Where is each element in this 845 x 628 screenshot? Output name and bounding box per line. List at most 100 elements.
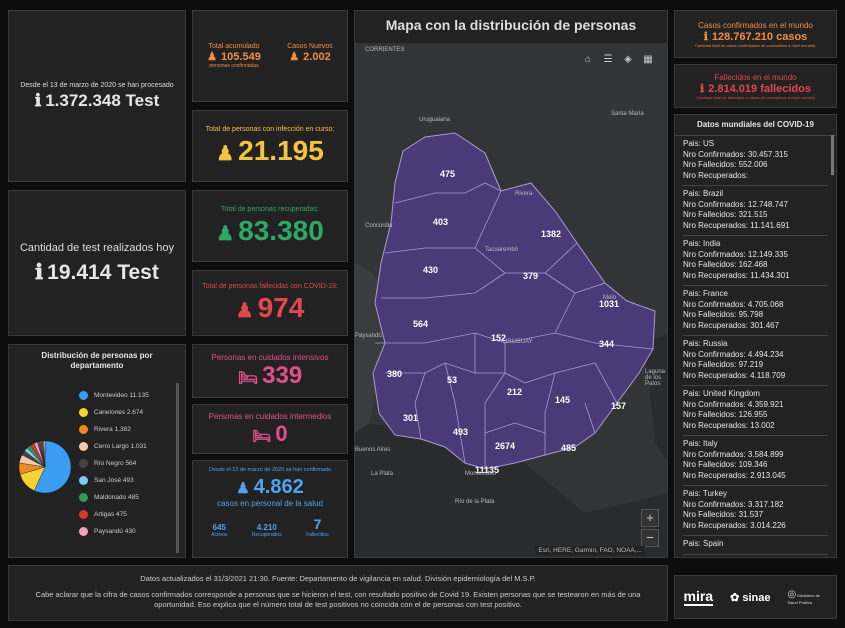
person-icon: ♟ — [216, 142, 235, 165]
legend-value: 475 — [116, 511, 127, 518]
acumulado-panel: Total acumulado ♟ 105.549 personas confir… — [192, 10, 348, 102]
footer-panel: Datos actualizados el 31/3/2021 21:30. F… — [8, 565, 668, 621]
intermedios-value: 0 — [275, 420, 288, 446]
recuperadas-value: 83.380 — [238, 214, 324, 246]
scrollbar[interactable] — [831, 135, 834, 175]
legend-item[interactable]: Artigas 475 — [79, 506, 149, 523]
world-list[interactable]: Pais: US Nro Confirmados: 30.457.315 Nro F… — [675, 136, 836, 555]
legend-item[interactable]: San José 493 — [79, 472, 149, 489]
map-dept-label[interactable]: 379 — [523, 271, 539, 281]
map-dept-label[interactable]: 1382 — [541, 229, 562, 239]
map-dept-label[interactable]: 11135 — [475, 465, 500, 475]
home-icon[interactable]: ⌂ — [584, 54, 592, 65]
country-entry[interactable]: Pais: India Nro Confirmados: 12.149.335 Nr… — [683, 236, 828, 286]
legend-name: Artigas — [94, 511, 115, 518]
dept-pie — [18, 440, 72, 494]
map-dept-label[interactable]: 344 — [599, 339, 615, 349]
zoom-in-button[interactable]: + — [641, 509, 659, 527]
legend-value: 11.135 — [129, 392, 149, 399]
map-dept-label[interactable]: 53 — [447, 375, 458, 385]
country-fall: Nro Fallecidos: 162.468 — [683, 260, 768, 269]
map-dept-label[interactable]: 403 — [433, 217, 449, 227]
country-entry[interactable]: Pais: United Kingdom Nro Confirmados: 4.3… — [683, 386, 828, 436]
map-place-label: Melo — [603, 295, 617, 301]
map-panel[interactable]: Mapa con la distribución de personas — [354, 10, 668, 558]
legend-item[interactable]: Paysandú 430 — [79, 523, 149, 540]
world-deaths-label: Fallecidos en el mundo — [714, 72, 797, 82]
dept-panel: Distribución de personas por departament… — [8, 344, 186, 558]
country-conf: Nro Confirmados: 30.457.315 — [683, 149, 788, 159]
legend-name: San José — [94, 477, 122, 484]
scrollbar[interactable] — [176, 383, 179, 553]
legend-item[interactable]: Maldonado 485 — [79, 489, 149, 506]
map-dept-label[interactable]: 493 — [453, 427, 469, 437]
country-entry[interactable]: Pais: Italy Nro Confirmados: 3.584.899 Nro… — [683, 436, 828, 486]
nuevos-value: 2.002 — [303, 51, 331, 63]
map-dept-label[interactable]: 301 — [403, 413, 419, 423]
zoom-out-button[interactable]: − — [641, 529, 659, 547]
info-icon: ℹ — [35, 260, 44, 284]
country-entry[interactable]: Pais: France Nro Confirmados: 4.705.068 Nr… — [683, 286, 828, 336]
tests-today-value: 19.414 Test — [47, 260, 159, 284]
map-dept-label[interactable]: 2674 — [495, 441, 516, 451]
map-dept-label[interactable]: 157 — [611, 401, 627, 411]
map-place-label: Rivera — [515, 191, 533, 197]
map-dept-label[interactable]: 212 — [507, 387, 523, 397]
legend-item[interactable]: Río Negro 564 — [79, 455, 149, 472]
salud-recuperados-label: Recuperados — [251, 532, 282, 538]
basemap-icon[interactable]: ▦ — [643, 54, 653, 65]
uruguay-map — [372, 132, 656, 470]
bed-icon: 🛏 — [252, 427, 272, 445]
pie-slice[interactable] — [43, 440, 46, 468]
legend-name: Canelones — [94, 409, 126, 416]
legend-item[interactable]: Cerro Largo 1.031 — [79, 438, 149, 455]
map-dept-label[interactable]: 564 — [413, 319, 429, 329]
map-dept-label[interactable]: 1031 — [599, 299, 620, 309]
person-icon: ♟ — [216, 222, 235, 245]
legend-swatch — [79, 527, 88, 536]
country-fall: Nro Fallecidos: 95.798 — [683, 310, 764, 319]
map-canvas[interactable]: 475 403 1382 430 379 1031 564 152 344 380 53 212 145… — [355, 43, 667, 557]
legend-item[interactable]: Rivera 1.382 — [79, 421, 149, 438]
country-entry[interactable]: Pais: US Nro Confirmados: 30.457.315 Nro F… — [683, 136, 828, 186]
legend-item[interactable]: Canelones 2.674 — [79, 404, 149, 421]
country-conf: Nro Confirmados: 4.494.234 — [683, 349, 784, 359]
country-pais: Pais: Brazil — [683, 189, 724, 198]
map-dept-label[interactable]: 485 — [561, 443, 577, 453]
map-dept-label[interactable]: 380 — [387, 369, 403, 379]
msp-logo: ◎ Ministerio de Salud Pública — [788, 589, 828, 605]
country-entry[interactable]: Pais: Spain — [683, 536, 828, 555]
country-entry[interactable]: Pais: Turkey Nro Confirmados: 3.317.182 Nr… — [683, 486, 828, 536]
layers-icon[interactable]: ◈ — [624, 54, 632, 65]
country-pais: Pais: Italy — [683, 439, 718, 448]
map-dept-label[interactable]: 152 — [491, 333, 507, 343]
legend-name: Río Negro — [94, 460, 124, 467]
legend-value: 485 — [127, 494, 139, 501]
legend-name: Maldonado — [94, 494, 127, 501]
pie-slice[interactable] — [33, 440, 72, 494]
intensivos-label: Personas en cuidados intensivos — [211, 352, 329, 362]
dept-legend: Montevideo 11.135 Canelones 2.674 Rivera 1… — [79, 387, 149, 540]
list-icon[interactable]: ☰ — [603, 54, 613, 65]
country-rec: Nro Recuperados: 13.002 — [683, 420, 775, 430]
logos-panel: mira ✿ sinae ◎ Ministerio de Salud Públi… — [674, 575, 837, 619]
country-entry[interactable]: Pais: Russia Nro Confirmados: 4.494.234 Nr… — [683, 336, 828, 386]
country-rec: Nro Recuperados: 2.913.045 — [683, 470, 786, 480]
salud-sub: casos en personal de la salud — [217, 499, 323, 508]
legend-name: Cerro Largo — [94, 443, 129, 450]
mira-logo: mira — [683, 588, 714, 606]
country-entry[interactable]: Pais: Brazil Nro Confirmados: 12.748.747 N… — [683, 186, 828, 236]
legend-swatch — [79, 476, 88, 485]
legend-item[interactable]: Montevideo 11.135 — [79, 387, 149, 404]
legend-name: Montevideo — [94, 392, 128, 399]
msp-icon: ◎ — [787, 589, 797, 600]
recuperadas-panel: Total de personas recuperadas: ♟ 83.380 — [192, 190, 348, 262]
recuperadas-label: Total de personas recuperadas: — [220, 205, 320, 213]
map-dept-label[interactable]: 475 — [440, 169, 456, 179]
tests-today-caption: Cantidad de test realizados hoy — [19, 241, 175, 254]
info-icon: ℹ — [700, 82, 705, 95]
map-dept-label[interactable]: 145 — [555, 395, 571, 405]
map-dept-label[interactable]: 430 — [423, 265, 439, 275]
intermedios-label: Personas en cuidados intermedios — [208, 411, 332, 421]
footer-note: Cabe aclarar que la cifra de casos confi… — [35, 590, 641, 609]
